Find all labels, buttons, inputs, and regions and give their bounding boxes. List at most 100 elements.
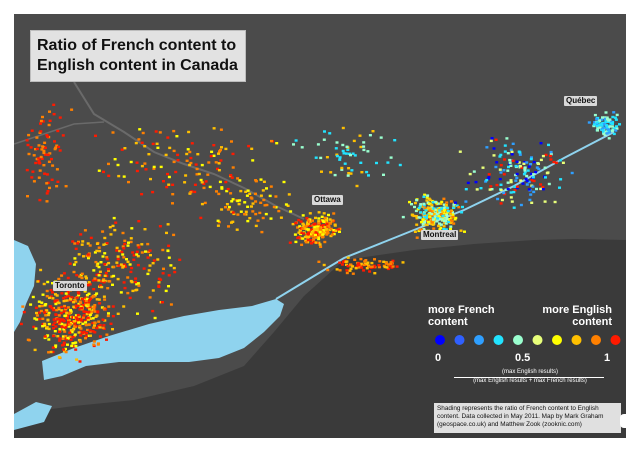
data-cell <box>36 280 40 283</box>
data-cell <box>453 201 457 204</box>
data-cell <box>506 152 510 155</box>
data-cell <box>84 335 88 338</box>
data-cell <box>79 327 83 330</box>
data-cell <box>554 161 558 164</box>
data-cell <box>300 146 304 149</box>
data-cell <box>224 180 228 184</box>
data-cell <box>323 130 326 133</box>
data-cell <box>76 291 80 294</box>
data-cell <box>439 213 443 216</box>
data-cell <box>68 262 72 265</box>
data-cell <box>511 142 515 145</box>
data-cell <box>129 160 133 164</box>
data-cell <box>522 162 526 165</box>
data-cell <box>410 203 413 206</box>
data-cell <box>503 158 506 161</box>
data-cell <box>505 137 509 140</box>
data-cell <box>494 138 498 141</box>
title-line-2: English content in Canada <box>37 57 238 74</box>
data-cell <box>263 204 267 207</box>
data-cell <box>439 226 443 230</box>
data-cell <box>350 169 354 172</box>
data-cell <box>97 320 101 323</box>
data-cell <box>291 222 295 226</box>
data-cell <box>265 187 268 190</box>
data-cell <box>612 126 616 130</box>
data-cell <box>55 294 59 297</box>
data-cell <box>250 147 254 150</box>
data-cell <box>83 229 87 232</box>
data-cell <box>261 216 265 220</box>
data-cell <box>77 240 80 244</box>
data-cell <box>320 230 324 234</box>
data-cell <box>314 216 317 220</box>
data-cell <box>527 180 531 184</box>
data-cell <box>77 331 81 334</box>
data-cell <box>415 236 419 239</box>
data-cell <box>425 199 429 202</box>
data-cell <box>212 144 216 147</box>
data-cell <box>55 308 59 312</box>
data-cell <box>614 129 618 132</box>
data-cell <box>306 228 310 231</box>
data-cell <box>147 153 151 156</box>
formula-denominator: (max English results + max French result… <box>473 378 587 384</box>
data-cell <box>316 226 320 229</box>
data-cell <box>119 291 123 294</box>
data-cell <box>43 324 47 327</box>
data-cell <box>43 172 47 175</box>
data-cell <box>595 124 599 128</box>
data-cell <box>46 135 50 138</box>
data-cell <box>413 230 417 233</box>
data-cell <box>97 298 101 301</box>
data-cell <box>178 258 182 261</box>
data-cell <box>512 190 516 194</box>
data-cell <box>307 231 311 234</box>
data-cell <box>490 137 494 140</box>
data-cell <box>532 160 536 164</box>
data-cell <box>53 299 57 302</box>
data-cell <box>80 276 84 280</box>
data-cell <box>317 237 321 241</box>
data-cell <box>188 150 192 154</box>
data-cell <box>74 260 78 264</box>
data-cell <box>444 222 448 225</box>
data-cell <box>35 147 39 151</box>
data-cell <box>219 148 222 152</box>
data-cell <box>324 218 328 222</box>
data-cell <box>151 289 155 292</box>
data-cell <box>122 281 126 284</box>
data-cell <box>105 338 108 341</box>
data-cell <box>147 269 151 272</box>
data-cell <box>135 169 139 173</box>
data-cell <box>231 198 235 201</box>
data-cell <box>346 174 350 177</box>
data-cell <box>320 215 324 218</box>
data-cell <box>168 146 172 150</box>
data-cell <box>148 249 152 252</box>
data-cell <box>119 263 123 266</box>
data-cell <box>395 265 399 268</box>
data-cell <box>378 260 382 263</box>
data-cell <box>113 158 117 161</box>
lake-ontario <box>42 299 284 380</box>
data-cell <box>427 221 430 224</box>
data-cell <box>199 216 203 220</box>
data-cell <box>329 227 333 231</box>
data-cell <box>116 163 120 167</box>
data-cell <box>26 143 30 147</box>
data-cell <box>137 284 141 287</box>
data-cell <box>318 227 322 230</box>
data-cell <box>82 314 86 317</box>
data-cell <box>442 227 446 231</box>
data-cell <box>344 152 348 155</box>
data-cell <box>543 200 547 203</box>
data-cell <box>79 334 83 337</box>
data-cell <box>80 306 84 310</box>
data-cell <box>521 182 525 185</box>
data-cell <box>51 323 55 326</box>
data-cell <box>328 132 332 135</box>
data-cell <box>50 178 54 181</box>
data-cell <box>60 274 64 277</box>
data-cell <box>107 162 110 166</box>
